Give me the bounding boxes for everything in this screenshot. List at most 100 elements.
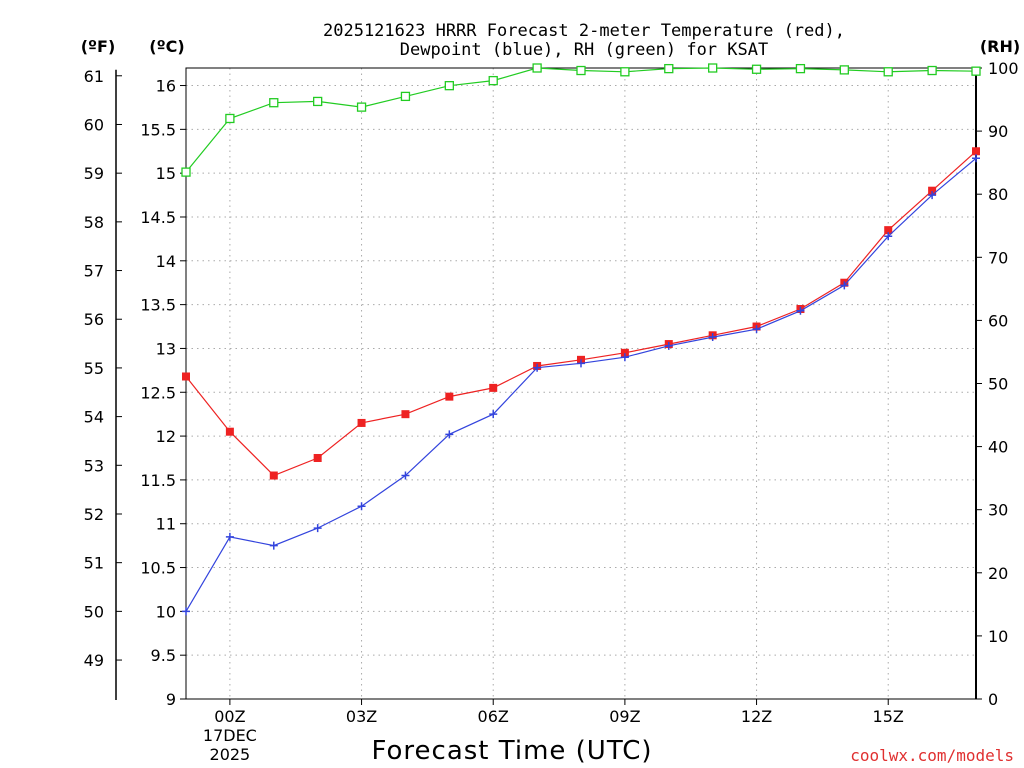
rh-point	[269, 98, 279, 108]
date-label-day: 17DEC	[203, 726, 257, 745]
celsius-tick-label: 16	[156, 77, 176, 96]
dewpoint-point	[840, 281, 849, 290]
fahrenheit-tick-label: 56	[84, 310, 104, 329]
temperature-point	[620, 348, 629, 357]
temperature-point	[928, 186, 937, 195]
celsius-tick-label: 15	[156, 164, 176, 183]
rh-tick-label: 70	[988, 248, 1008, 267]
rh-tick-label: 100	[988, 59, 1019, 78]
dewpoint-point	[357, 502, 366, 511]
rh-tick-label: 80	[988, 185, 1008, 204]
rh-point	[795, 63, 806, 74]
time-tick-label: 12Z	[741, 707, 772, 726]
fahrenheit-tick-label: 53	[84, 456, 104, 475]
date-label-year: 2025	[210, 745, 251, 764]
rh-point	[708, 63, 718, 73]
temperature-point	[972, 147, 980, 156]
time-tick-label: 09Z	[609, 707, 640, 726]
dewpoint-point	[620, 353, 629, 362]
dewpoint-point	[796, 306, 805, 315]
dewpoint-point	[928, 191, 937, 200]
rh-point	[444, 81, 454, 91]
celsius-unit-label: (ºC)	[149, 37, 184, 56]
time-tick-label: 03Z	[346, 707, 377, 726]
dewpoint-point	[313, 524, 322, 533]
rh-tick-label: 10	[988, 627, 1008, 646]
temperature-point	[445, 392, 454, 401]
fahrenheit-tick-label: 49	[84, 651, 104, 670]
fahrenheit-tick-label: 50	[84, 602, 104, 621]
fahrenheit-tick-label: 51	[84, 554, 104, 573]
dewpoint-point	[269, 541, 278, 550]
rh-point	[225, 113, 235, 124]
rh-tick-label: 0	[988, 690, 998, 709]
rh-point	[751, 64, 762, 74]
data-series	[181, 63, 981, 616]
celsius-tick-label: 13.5	[140, 296, 176, 315]
rh-tick-label: 40	[988, 438, 1008, 457]
time-tick-label: 06Z	[478, 707, 509, 726]
celsius-tick-label: 14.5	[140, 208, 176, 227]
grid-lines	[186, 68, 976, 699]
fahrenheit-tick-label: 55	[84, 359, 104, 378]
celsius-tick-label: 11.5	[140, 471, 176, 490]
rh-point	[620, 67, 630, 77]
dewpoint-point	[401, 471, 410, 480]
celsius-tick-label: 10	[156, 602, 176, 621]
dewpoint-point	[752, 325, 761, 334]
x-axis-label: Forecast Time (UTC)	[371, 736, 652, 766]
celsius-tick-label: 11	[156, 515, 176, 534]
fahrenheit-tick-label: 52	[84, 505, 104, 524]
celsius-tick-label: 9	[166, 690, 176, 709]
rh-tick-label: 30	[988, 501, 1008, 520]
dewpoint-point	[445, 430, 454, 439]
celsius-tick-label: 9.5	[151, 646, 176, 665]
rh-series-line	[185, 67, 977, 173]
rh-tick-label: 50	[988, 375, 1008, 394]
rh-point	[883, 67, 893, 77]
fahrenheit-unit-label: (ºF)	[81, 37, 116, 56]
temperature-point	[401, 410, 410, 419]
rh-point	[664, 63, 674, 74]
rh-point	[400, 91, 411, 102]
celsius-tick-label: 13	[156, 339, 176, 358]
celsius-tick-label: 15.5	[140, 120, 176, 139]
chart-title-line2: Dewpoint (blue), RH (green) for KSAT	[400, 40, 768, 60]
temperature-point	[313, 453, 322, 462]
dewpoint-point	[972, 154, 980, 163]
plot-frame	[185, 67, 977, 700]
fahrenheit-tick-label: 58	[84, 213, 104, 232]
dewpoint-point	[708, 333, 717, 342]
fahrenheit-tick-label: 57	[84, 262, 104, 281]
celsius-tick-label: 12	[156, 427, 176, 446]
rh-point	[576, 65, 586, 76]
dewpoint-point	[577, 359, 585, 368]
fahrenheit-tick-label: 60	[84, 115, 104, 134]
celsius-tick-label: 12.5	[140, 383, 176, 402]
rh-tick-label: 20	[988, 564, 1008, 583]
fahrenheit-tick-label: 54	[84, 408, 104, 427]
dewpoint-series-line	[185, 157, 977, 612]
time-tick-label: 15Z	[873, 707, 904, 726]
time-tick-label: 00Z	[214, 707, 245, 726]
axes: 9 9.5 10 10.5 11 11.5 12 12.5 13 13.5 14 14.5 15 15.5…	[84, 59, 1019, 764]
temperature-point	[225, 427, 234, 436]
rh-point	[488, 75, 498, 86]
rh-unit-label: (RH)	[980, 37, 1020, 56]
rh-tick-label: 60	[988, 311, 1008, 330]
dewpoint-point	[533, 363, 542, 372]
credit-text: coolwx.com/models	[850, 746, 1014, 765]
temperature-point	[357, 418, 366, 427]
temperature-point	[884, 226, 893, 235]
temperature-point	[182, 372, 190, 381]
rh-point	[971, 66, 981, 76]
rh-point	[356, 102, 367, 112]
rh-point	[181, 167, 191, 177]
rh-point	[839, 65, 849, 75]
dewpoint-point	[182, 607, 190, 616]
temperature-series-line	[185, 150, 977, 477]
rh-point	[313, 96, 323, 107]
rh-point	[532, 63, 542, 73]
dewpoint-point	[225, 532, 234, 541]
